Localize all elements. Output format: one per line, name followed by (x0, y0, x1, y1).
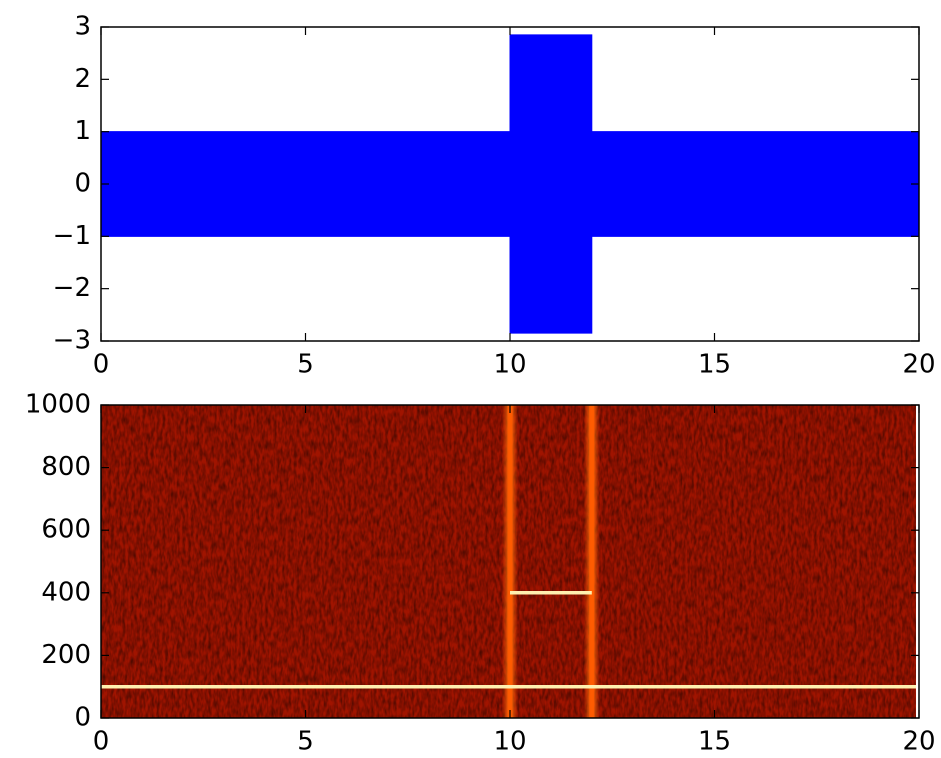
y-tick-label: −3 (53, 326, 91, 356)
x-tick-label: 15 (698, 727, 731, 755)
y-tick-label: 1 (74, 116, 91, 146)
x-tick-label: 15 (698, 350, 731, 380)
y-tick-label: 0 (74, 169, 91, 199)
y-tick-label: 200 (41, 640, 91, 670)
y-tick-label: 2 (74, 64, 91, 94)
y-tick-label: 0 (74, 703, 91, 733)
x-tick-label: 10 (493, 727, 526, 755)
y-tick-label: 1000 (25, 390, 91, 420)
x-tick-label: 0 (93, 350, 110, 380)
x-tick-label: 20 (902, 350, 935, 380)
y-tick-label: −2 (53, 273, 91, 303)
burst-core (589, 405, 595, 718)
y-tick-label: 800 (41, 452, 91, 482)
y-tick-label: −1 (53, 221, 91, 251)
x-tick-label: 0 (93, 727, 110, 755)
x-tick-label: 5 (297, 727, 314, 755)
x-tick-label: 10 (493, 350, 526, 380)
y-tick-label: 3 (74, 12, 91, 42)
y-tick-label: 600 (41, 515, 91, 545)
signal-band (100, 34, 920, 334)
burst-core (507, 405, 513, 718)
x-tick-label: 20 (902, 727, 935, 755)
y-tick-label: 400 (41, 577, 91, 607)
x-tick-label: 5 (297, 350, 314, 380)
